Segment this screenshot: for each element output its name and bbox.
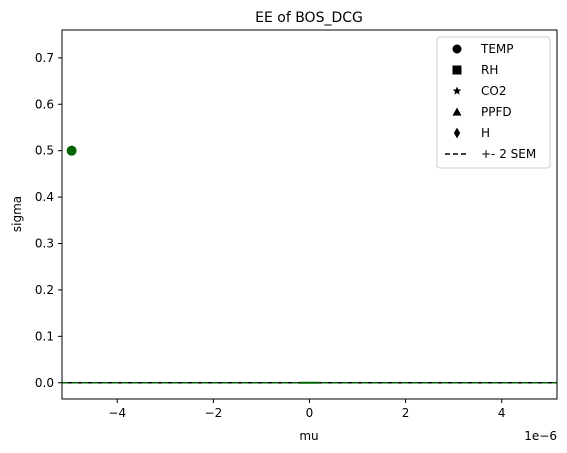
legend-label: +- 2 SEM [481, 147, 536, 161]
y-tick-label: 0.2 [35, 283, 54, 297]
x-tick-label: 0 [306, 406, 314, 420]
y-tick-label: 0.6 [35, 97, 54, 111]
x-axis-label: mu [299, 429, 318, 443]
legend-label: CO2 [481, 84, 506, 98]
data-point-temp [66, 145, 77, 156]
y-axis-label: sigma [10, 196, 24, 232]
x-tick-label: −4 [108, 406, 126, 420]
y-tick-label: 0.7 [35, 51, 54, 65]
y-tick-label: 0.1 [35, 329, 54, 343]
legend-marker-rh [452, 65, 462, 75]
legend-box [436, 36, 551, 169]
legend-marker-co2 [452, 86, 462, 95]
legend-label: RH [481, 63, 498, 77]
legend-marker-h [453, 127, 461, 139]
legend-label: H [481, 126, 490, 140]
x-axis: −4 −2 0 2 4 [108, 399, 506, 420]
legend-marker-ppfd [452, 107, 462, 116]
x-tick-label: 4 [498, 406, 506, 420]
legend: TEMP RH CO2 PPFD H +- 2 SEM [436, 36, 551, 169]
y-axis: 0.0 0.1 0.2 0.3 0.4 0.5 0.6 0.7 [35, 51, 62, 390]
chart-title: EE of BOS_DCG [255, 10, 363, 26]
y-tick-label: 0.3 [35, 237, 54, 251]
legend-label: TEMP [480, 42, 514, 56]
x-tick-label: 2 [402, 406, 410, 420]
x-axis-offset-text: 1e−6 [524, 429, 557, 443]
legend-label: PPFD [481, 105, 512, 119]
plot-area [62, 145, 557, 384]
y-tick-label: 0.4 [35, 190, 54, 204]
y-tick-label: 0.5 [35, 144, 54, 158]
x-tick-label: −2 [205, 406, 223, 420]
y-tick-label: 0.0 [35, 376, 54, 390]
legend-marker-temp [452, 44, 462, 54]
